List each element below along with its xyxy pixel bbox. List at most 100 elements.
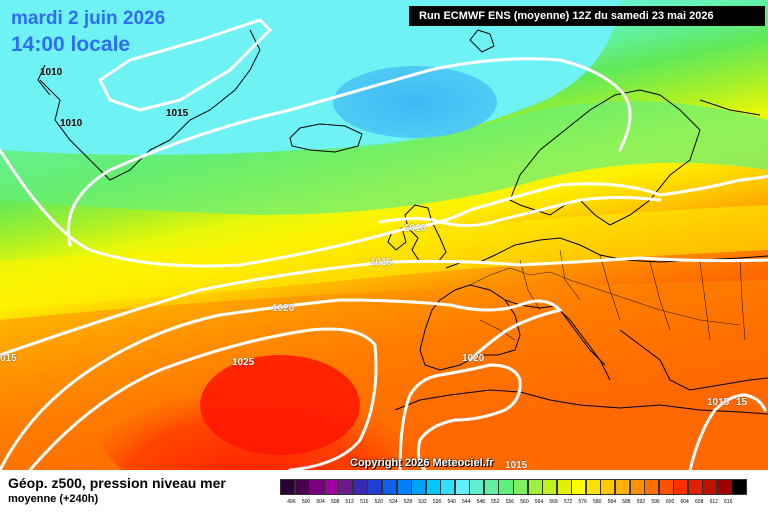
scale-swatch xyxy=(527,479,543,495)
scale-label: 600 xyxy=(665,499,675,505)
scale-swatch xyxy=(280,479,296,495)
scale-label: 560 xyxy=(520,499,529,505)
isobar-1015-se xyxy=(688,393,767,470)
scale-label: 608 xyxy=(695,499,704,505)
isobar-label: 1015 xyxy=(707,397,730,408)
scale-swatch xyxy=(644,479,660,495)
scale-label: 584 xyxy=(607,499,616,505)
scale-swatch xyxy=(513,479,529,495)
isobar-1015-mid xyxy=(0,256,768,357)
isobar-1010-greenland xyxy=(98,18,273,112)
isobars xyxy=(0,18,768,470)
map-graphic xyxy=(0,0,768,470)
britain-coast xyxy=(404,204,447,263)
color-scale: 496 500 504 508 512 516 520 524 528 532 536 540 544 5… xyxy=(280,479,747,507)
isobar-1020-iberia xyxy=(398,363,522,470)
scale-label: 616 xyxy=(724,499,733,505)
scale-swatch xyxy=(338,479,354,495)
scale-swatch xyxy=(716,479,732,495)
scale-swatch xyxy=(498,479,514,495)
scale-swatch xyxy=(352,479,368,495)
scale-swatch xyxy=(454,479,470,495)
scale-label: 564 xyxy=(534,499,544,505)
scale-label: 532 xyxy=(418,499,427,505)
scale-swatch xyxy=(556,479,572,495)
isobar-1015-arc xyxy=(66,57,632,247)
scale-label: 508 xyxy=(330,499,340,505)
isobar-label: 1015 xyxy=(505,460,528,471)
scale-swatch xyxy=(483,479,499,495)
isobar-1020 xyxy=(0,298,563,470)
z500-green-band xyxy=(0,101,768,215)
north-africa-coast xyxy=(394,389,768,415)
coastlines xyxy=(37,29,768,415)
country-borders xyxy=(469,249,746,341)
scale-swatch xyxy=(571,479,587,495)
scale-swatch xyxy=(469,479,485,495)
iceland-coast xyxy=(289,123,363,153)
scale-label: 556 xyxy=(505,499,515,505)
scale-swatch xyxy=(731,479,747,495)
map-parameter-title: Géop. z500, pression niveau mer xyxy=(8,475,226,491)
scale-label: 496 xyxy=(287,499,296,505)
copyright-notice: Copyright 2026 Meteociel.fr xyxy=(350,457,494,469)
scale-swatch xyxy=(440,479,456,495)
map-parameter-subtitle: moyenne (+240h) xyxy=(8,493,99,505)
z500-yellow-band xyxy=(0,205,768,310)
scale-label: 572 xyxy=(563,499,573,505)
scale-swatch xyxy=(629,479,645,495)
isobar-label: 1010 xyxy=(404,223,427,234)
scale-label: 588 xyxy=(622,499,631,505)
scale-label: 536 xyxy=(432,499,442,505)
iberia-coast xyxy=(419,284,521,371)
scale-swatch xyxy=(323,479,339,495)
scale-label: 520 xyxy=(374,499,383,505)
scale-label: 592 xyxy=(636,499,646,505)
forecast-date: mardi 2 juin 2026 xyxy=(11,8,166,29)
scale-label: 604 xyxy=(680,499,689,505)
isobar-label: 015 xyxy=(0,353,17,364)
scale-swatch xyxy=(600,479,616,495)
scale-swatch xyxy=(425,479,441,495)
isobar-1025 xyxy=(28,327,378,470)
isobar-1015-north xyxy=(0,148,768,268)
scale-label: 568 xyxy=(549,499,558,505)
scale-swatch xyxy=(542,479,558,495)
scale-label: 528 xyxy=(403,499,413,505)
weather-map: 1010 1010 1015 1010 1015 1020 015 1025 1… xyxy=(0,0,768,470)
scale-swatch xyxy=(585,479,601,495)
scale-swatch xyxy=(381,479,397,495)
isobar-label: 1020 xyxy=(462,353,485,364)
scale-swatch xyxy=(614,479,630,495)
scale-label: 504 xyxy=(316,499,325,505)
z500-red-center xyxy=(200,355,360,455)
scale-label: 596 xyxy=(651,499,660,505)
scale-label: 540 xyxy=(447,499,456,505)
scale-label: 552 xyxy=(491,499,500,505)
scale-label: 612 xyxy=(709,499,718,505)
scale-label: 580 xyxy=(593,499,602,505)
isobar-label: 1020 xyxy=(272,303,295,314)
isobar-label: 1025 xyxy=(232,357,255,368)
isobar-label: 1015 xyxy=(370,257,393,268)
scale-swatch xyxy=(367,479,383,495)
z500-blue-low xyxy=(333,66,497,138)
scale-swatch xyxy=(658,479,674,495)
scale-label: 524 xyxy=(389,499,398,505)
scale-swatch xyxy=(702,479,718,495)
scale-label: 544 xyxy=(462,499,471,505)
forecast-time: 14:00 locale xyxy=(11,33,131,56)
italy-coast xyxy=(559,309,606,366)
scale-swatch xyxy=(294,479,310,495)
run-info-banner: Run ECMWF ENS (moyenne) 12Z du samedi 23… xyxy=(409,6,765,26)
isobar-label: 1010 xyxy=(60,118,83,129)
scale-swatch xyxy=(396,479,412,495)
scale-swatch xyxy=(687,479,703,495)
isobar-label: 1010 xyxy=(40,67,63,78)
scale-label: 576 xyxy=(578,499,587,505)
greenland-coast xyxy=(39,29,261,181)
scale-label: 516 xyxy=(360,499,369,505)
scale-label: 512 xyxy=(345,499,354,505)
scandinavia-coast xyxy=(509,89,701,226)
isobar-label: 15 xyxy=(736,397,748,408)
